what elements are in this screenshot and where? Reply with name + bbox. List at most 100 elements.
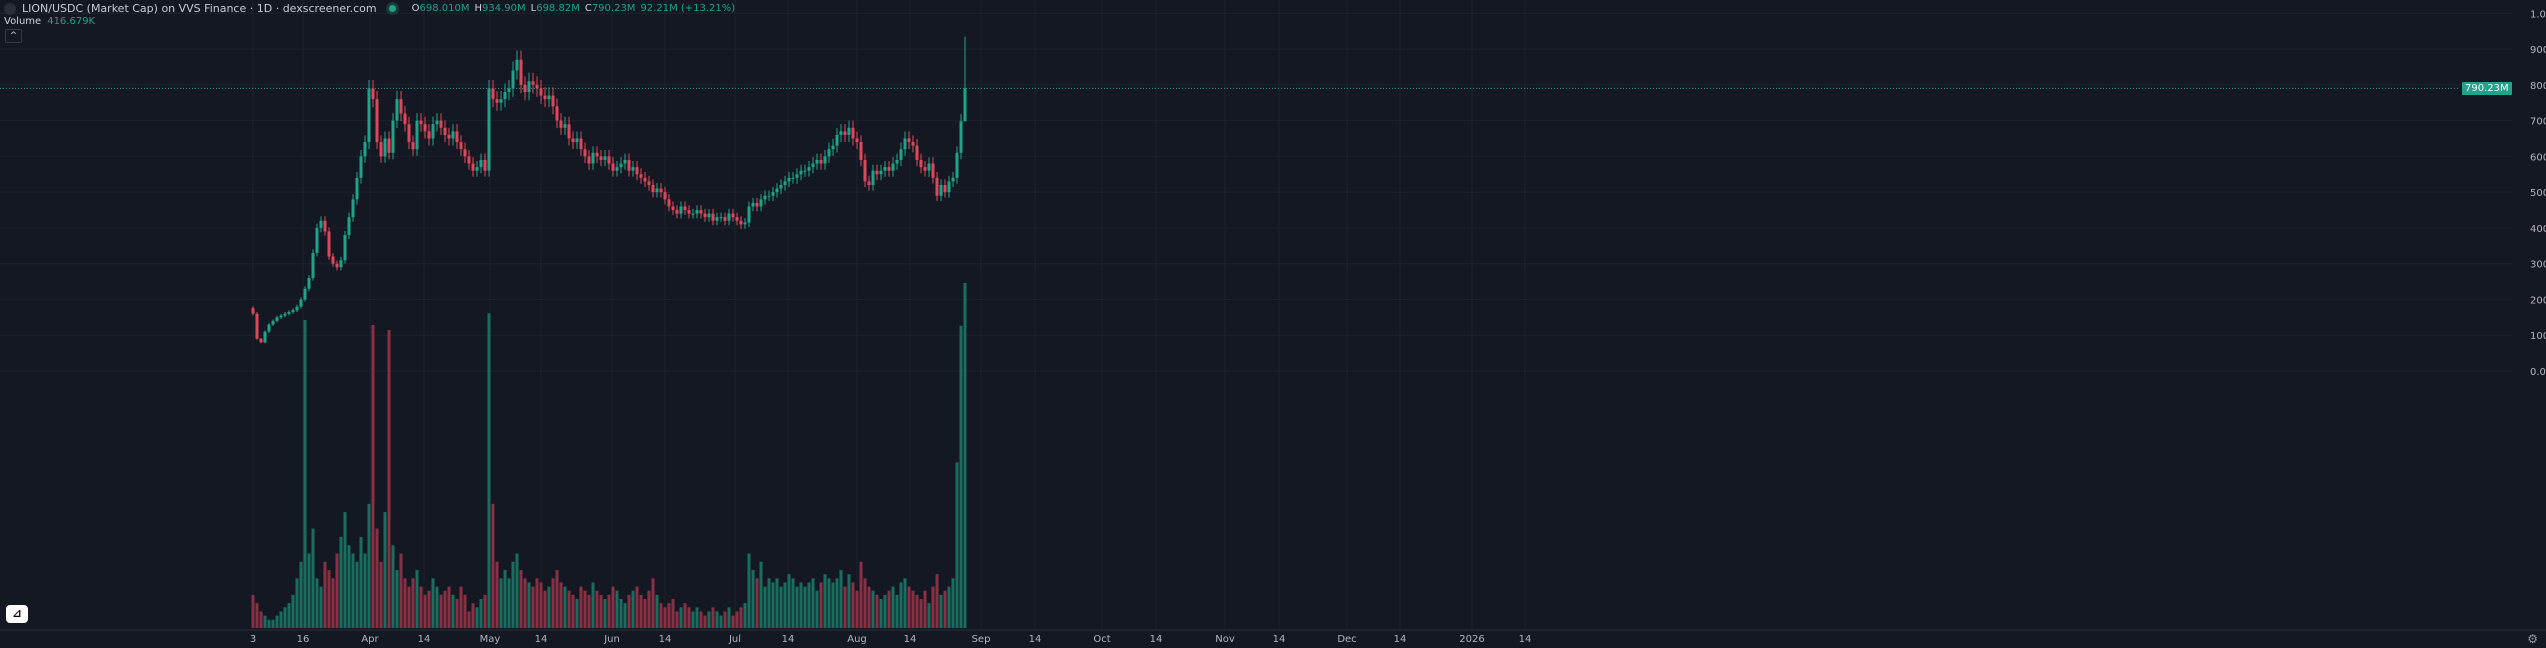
candle-body xyxy=(803,170,807,172)
candle-body xyxy=(791,177,795,179)
volume-bar xyxy=(443,590,447,628)
candle-body xyxy=(699,210,703,214)
volume-bar xyxy=(735,611,739,628)
volume-bar xyxy=(435,586,439,628)
volume-bar xyxy=(399,553,403,628)
volume-bar xyxy=(783,582,787,628)
volume-bar xyxy=(551,578,555,628)
x-tick-label: 14 xyxy=(1029,634,1042,645)
candle-body xyxy=(299,299,303,307)
volume-bar xyxy=(491,503,495,628)
candle-body xyxy=(319,220,323,228)
y-tick-label: 900.00M xyxy=(2530,45,2546,56)
candle-body xyxy=(379,142,383,157)
current-price-tag: 790.23M xyxy=(2462,82,2512,95)
volume-bar xyxy=(451,594,455,628)
volume-bar xyxy=(387,329,391,628)
x-tick-label: 14 xyxy=(535,634,548,645)
candle-body xyxy=(623,159,627,164)
candle-body xyxy=(411,142,415,150)
volume-bar xyxy=(667,603,671,628)
close-label: C xyxy=(584,3,592,14)
candle-body xyxy=(547,95,551,100)
volume-bar xyxy=(571,594,575,628)
candle-body xyxy=(347,217,351,236)
volume-bar xyxy=(439,594,443,628)
candle-body xyxy=(483,159,487,171)
volume-bar xyxy=(299,561,303,628)
candle-body xyxy=(863,159,867,182)
volume-bar xyxy=(635,586,639,628)
volume-bar xyxy=(659,603,663,628)
tradingview-logo[interactable]: ⊿ xyxy=(6,605,28,623)
open-value: 698.010M xyxy=(419,3,470,14)
volume-bar xyxy=(803,586,807,628)
candle-body xyxy=(563,124,567,128)
volume-bar xyxy=(279,611,283,628)
candle-body xyxy=(587,156,591,164)
candle-body xyxy=(543,95,547,100)
candle-body xyxy=(371,88,375,100)
volume-bar xyxy=(907,586,911,628)
candle-body xyxy=(419,120,423,125)
volume-bar xyxy=(695,607,699,628)
volume-bar xyxy=(579,586,583,628)
candle-body xyxy=(827,149,831,157)
volume-bar xyxy=(835,578,839,628)
live-status-icon xyxy=(388,5,396,12)
candle-body xyxy=(343,235,347,261)
candle-body xyxy=(519,59,523,85)
chevron-up-icon[interactable]: ^ xyxy=(5,29,22,43)
x-tick-label: 14 xyxy=(659,634,672,645)
close-value: 790.23M xyxy=(591,3,636,14)
candle-body xyxy=(703,213,707,218)
volume-bar xyxy=(639,594,643,628)
volume-bar xyxy=(287,603,291,628)
volume-bar xyxy=(363,553,367,628)
volume-bar xyxy=(611,586,615,628)
volume-bar xyxy=(411,578,415,628)
candle-body xyxy=(251,308,255,314)
candle-body xyxy=(415,120,419,150)
high-label: H xyxy=(474,3,482,14)
candle-body xyxy=(783,181,787,185)
volume-bar xyxy=(487,313,491,628)
volume-bar xyxy=(763,586,767,628)
candle-body xyxy=(903,138,907,150)
candle-body xyxy=(619,163,623,168)
volume-bar xyxy=(603,599,607,628)
volume-bar xyxy=(355,561,359,628)
volume-bar xyxy=(859,561,863,628)
candle-body xyxy=(571,138,575,143)
volume-bar xyxy=(479,599,483,628)
volume-legend: Volume 416.679K xyxy=(4,16,95,27)
candle-body xyxy=(939,184,943,196)
volume-bar xyxy=(447,586,451,628)
candle-body xyxy=(923,167,927,171)
volume-bar xyxy=(315,578,319,628)
volume-bar xyxy=(475,607,479,628)
volume-bar xyxy=(307,553,311,628)
candle-body xyxy=(627,159,631,171)
candle-body xyxy=(631,167,635,171)
candle-body xyxy=(683,206,687,211)
volume-bar xyxy=(703,615,707,628)
volume-bar xyxy=(951,578,955,628)
x-tick-label: Aug xyxy=(847,634,867,645)
low-value: 698.82M xyxy=(536,3,580,14)
candle-body xyxy=(651,184,655,193)
volume-bar xyxy=(855,590,859,628)
volume-bar xyxy=(827,578,831,628)
candle-body xyxy=(695,210,699,214)
gear-icon[interactable]: ⚙ xyxy=(2527,632,2538,646)
volume-bar xyxy=(511,561,515,628)
volume-bar xyxy=(871,590,875,628)
candle-body xyxy=(723,217,727,221)
candle-body xyxy=(771,192,775,196)
candle-body xyxy=(787,177,791,182)
y-tick-label: 700.00M xyxy=(2530,117,2546,128)
candle-body xyxy=(427,131,431,139)
volume-bar xyxy=(459,586,463,628)
volume-bar xyxy=(807,582,811,628)
